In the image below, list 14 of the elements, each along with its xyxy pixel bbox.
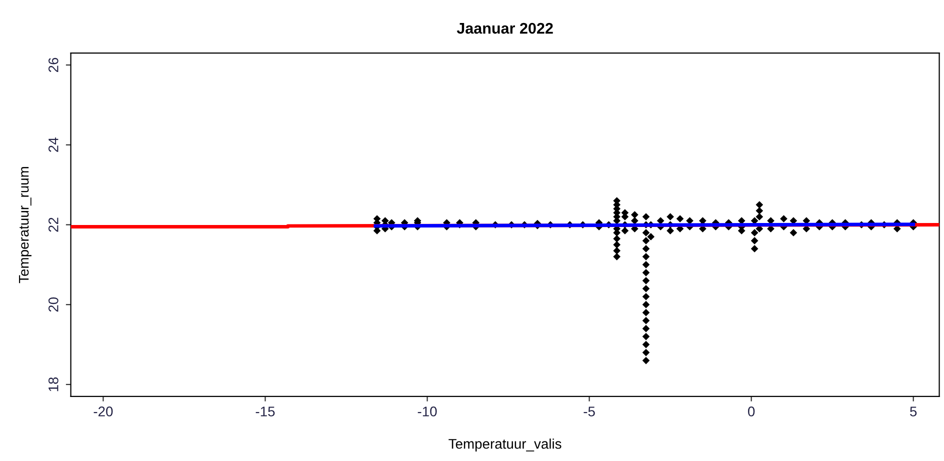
x-tick-label: -5 bbox=[584, 406, 595, 416]
chart-title: Jaanuar 2022 bbox=[456, 22, 553, 34]
x-tick-label: -15 bbox=[256, 406, 275, 416]
y-tick-label: 22 bbox=[48, 218, 58, 232]
x-tick-label: 0 bbox=[748, 406, 755, 416]
y-tick-label: 18 bbox=[48, 377, 58, 392]
x-axis-title: Temperatuur_valis bbox=[448, 438, 562, 452]
y-tick-label: 24 bbox=[48, 138, 58, 152]
y-axis-title: Temperatuur_ruum bbox=[19, 166, 32, 284]
y-tick-label: 26 bbox=[48, 58, 58, 72]
x-tick-label: 5 bbox=[910, 406, 917, 416]
x-tick-label: -10 bbox=[418, 406, 437, 416]
x-tick-label: -20 bbox=[94, 406, 113, 416]
y-tick-label: 20 bbox=[48, 297, 58, 312]
